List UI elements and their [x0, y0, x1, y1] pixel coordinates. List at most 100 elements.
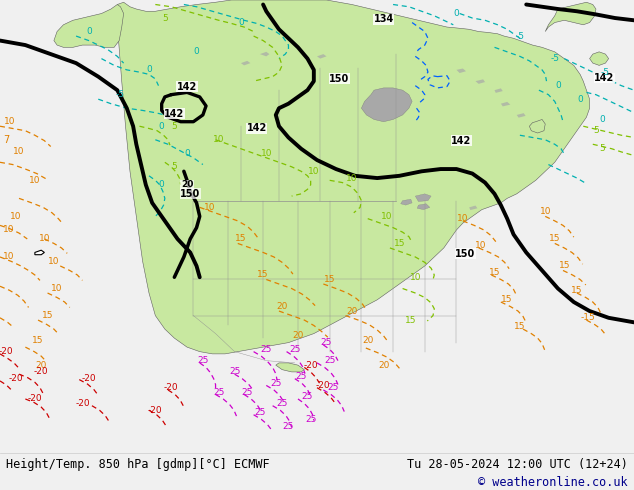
- Text: 10: 10: [3, 225, 15, 234]
- Polygon shape: [545, 2, 596, 31]
- Text: -20: -20: [164, 383, 179, 392]
- Text: -5: -5: [601, 68, 610, 76]
- Text: 10: 10: [346, 173, 358, 183]
- Text: 10: 10: [204, 203, 215, 212]
- Text: 142: 142: [164, 109, 184, 119]
- Text: 10: 10: [213, 135, 224, 144]
- Text: 15: 15: [32, 336, 44, 345]
- Text: -20: -20: [34, 368, 49, 376]
- Text: 10: 10: [51, 284, 63, 293]
- Text: 25: 25: [197, 356, 209, 365]
- Text: 142: 142: [247, 123, 267, 133]
- Text: 25: 25: [295, 372, 307, 381]
- Text: 0: 0: [146, 65, 152, 74]
- Text: 15: 15: [559, 262, 570, 270]
- Text: -20: -20: [27, 394, 42, 403]
- Text: 0: 0: [86, 27, 92, 36]
- Text: -20: -20: [148, 406, 163, 415]
- Text: -15: -15: [581, 313, 596, 322]
- Polygon shape: [415, 194, 431, 201]
- Polygon shape: [476, 79, 485, 84]
- Polygon shape: [117, 0, 590, 354]
- Text: Height/Temp. 850 hPa [gdmp][°C] ECMWF: Height/Temp. 850 hPa [gdmp][°C] ECMWF: [6, 458, 270, 471]
- Polygon shape: [469, 206, 477, 210]
- Text: 20: 20: [346, 307, 358, 316]
- Text: 15: 15: [235, 234, 247, 244]
- Text: 10: 10: [4, 117, 15, 126]
- Text: -20: -20: [0, 347, 14, 356]
- Text: -5: -5: [550, 54, 559, 63]
- Text: 5: 5: [171, 122, 178, 131]
- Text: -20: -20: [8, 374, 23, 383]
- Text: © weatheronline.co.uk: © weatheronline.co.uk: [478, 476, 628, 490]
- Text: 10: 10: [457, 214, 469, 223]
- Text: 10: 10: [3, 252, 15, 262]
- Text: 10: 10: [13, 147, 25, 155]
- Text: 25: 25: [289, 345, 301, 354]
- Text: 142: 142: [177, 81, 197, 92]
- Text: 150: 150: [329, 74, 349, 84]
- Text: 20: 20: [276, 302, 288, 311]
- Text: 150: 150: [180, 189, 200, 199]
- Text: 5: 5: [171, 162, 178, 171]
- Text: 15: 15: [514, 322, 526, 331]
- Text: 0: 0: [555, 81, 561, 90]
- Text: 150: 150: [455, 249, 476, 259]
- Text: 0: 0: [599, 115, 605, 124]
- Text: 0: 0: [238, 18, 244, 27]
- Polygon shape: [401, 199, 412, 205]
- Text: 10: 10: [10, 212, 22, 221]
- Text: 15: 15: [489, 268, 500, 277]
- Polygon shape: [276, 363, 304, 372]
- Text: 5: 5: [593, 126, 599, 135]
- Text: 10: 10: [48, 257, 60, 266]
- Polygon shape: [260, 52, 269, 56]
- Text: 0: 0: [158, 180, 165, 189]
- Text: 5: 5: [599, 144, 605, 153]
- Text: 15: 15: [42, 311, 53, 320]
- Text: 20: 20: [362, 336, 373, 345]
- Text: -5: -5: [515, 31, 524, 41]
- Text: 25: 25: [321, 338, 332, 347]
- Polygon shape: [501, 102, 510, 106]
- Text: 25: 25: [213, 388, 224, 397]
- Polygon shape: [35, 250, 44, 255]
- Text: 20: 20: [181, 180, 193, 189]
- Text: 10: 10: [29, 176, 41, 185]
- Text: 134: 134: [373, 14, 394, 24]
- Polygon shape: [417, 204, 430, 210]
- Text: 7: 7: [3, 135, 10, 145]
- Text: 15: 15: [405, 316, 417, 324]
- Text: 25: 25: [305, 415, 316, 424]
- Text: -20: -20: [303, 361, 318, 369]
- Text: 10: 10: [540, 207, 551, 217]
- Polygon shape: [590, 52, 609, 65]
- Polygon shape: [317, 54, 327, 59]
- Polygon shape: [495, 88, 503, 93]
- Text: 20: 20: [378, 361, 389, 369]
- Text: 25: 25: [324, 356, 335, 365]
- Text: 15: 15: [257, 270, 269, 279]
- Text: 25: 25: [254, 408, 266, 417]
- Text: 10: 10: [261, 149, 272, 158]
- Text: 20: 20: [36, 361, 47, 369]
- Text: -20: -20: [75, 399, 90, 408]
- Polygon shape: [361, 88, 412, 122]
- Text: 10: 10: [308, 167, 320, 176]
- Text: -5: -5: [116, 90, 125, 99]
- Text: 0: 0: [158, 122, 165, 131]
- Text: 15: 15: [501, 295, 513, 304]
- Polygon shape: [241, 61, 250, 65]
- Text: 25: 25: [261, 345, 272, 354]
- Polygon shape: [456, 69, 466, 73]
- Text: 15: 15: [571, 286, 583, 295]
- Text: 0: 0: [184, 149, 190, 158]
- Polygon shape: [54, 4, 124, 48]
- Text: 25: 25: [270, 379, 281, 388]
- Text: 142: 142: [451, 136, 472, 146]
- Polygon shape: [517, 113, 526, 118]
- Text: 10: 10: [381, 212, 392, 221]
- Polygon shape: [529, 120, 545, 133]
- Text: 15: 15: [394, 239, 405, 248]
- Text: -20: -20: [81, 374, 96, 383]
